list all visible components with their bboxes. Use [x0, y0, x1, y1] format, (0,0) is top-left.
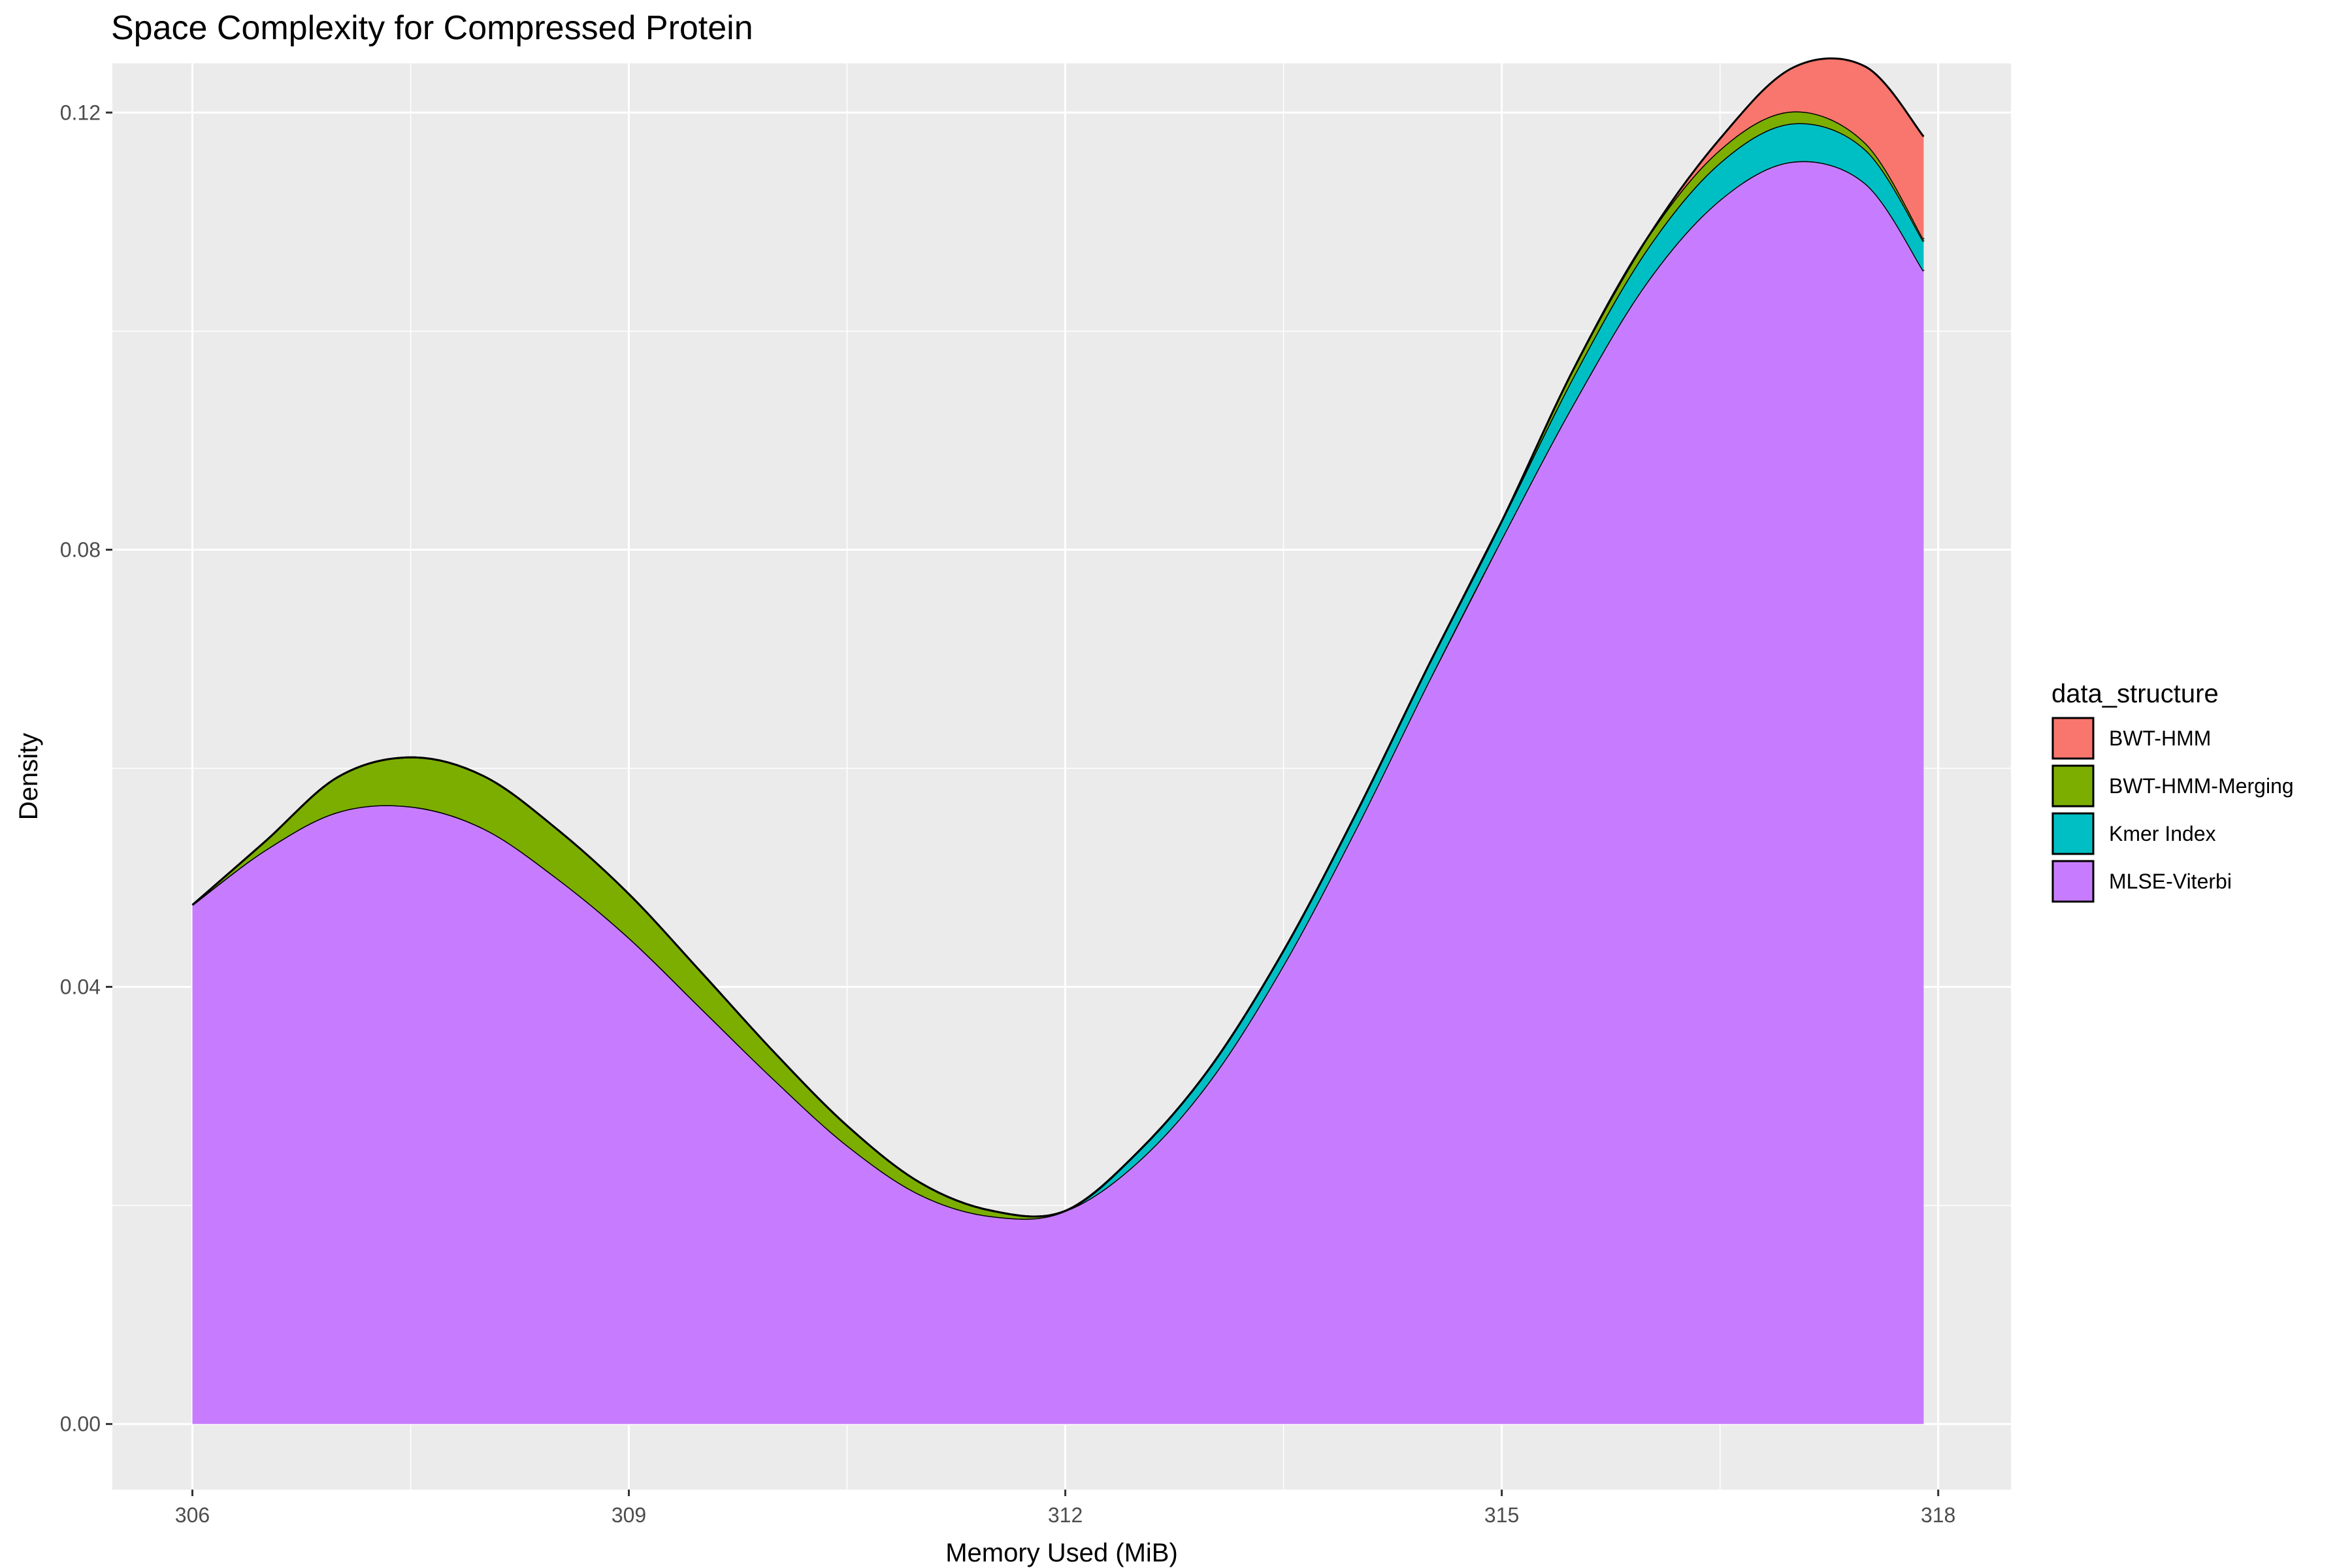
chart-title: Space Complexity for Compressed Protein [111, 9, 753, 47]
y-tick-label: 0.00 [60, 1413, 101, 1436]
x-tick-label: 315 [1484, 1503, 1519, 1527]
legend-title: data_structure [2051, 679, 2219, 708]
area-mlse-viterbi [192, 161, 1924, 1424]
legend-swatch-bwt-hmm-merging [2051, 764, 2095, 808]
y-tick-label: 0.04 [60, 975, 101, 999]
legend-label-kmer-index: Kmer Index [2109, 822, 2216, 845]
legend: data_structure BWT-HMM BWT-HMM-Merging Kme… [2051, 679, 2294, 903]
x-tick-label: 309 [612, 1503, 646, 1527]
x-tick-label: 306 [175, 1503, 210, 1527]
x-axis-title: Memory Used (MiB) [945, 1539, 1178, 1567]
legend-swatch-mlse-viterbi [2051, 860, 2095, 903]
legend-label-bwt-hmm: BWT-HMM [2109, 727, 2211, 750]
legend-label-mlse-viterbi: MLSE-Viterbi [2109, 870, 2232, 893]
x-tick-label: 318 [1921, 1503, 1955, 1527]
x-tick-label: 312 [1048, 1503, 1083, 1527]
legend-swatch-kmer-index [2051, 812, 2095, 855]
y-axis: 0.00 0.04 0.08 0.12 [60, 101, 112, 1436]
density-areas [191, 57, 1925, 1424]
y-axis-title: Density [14, 733, 43, 820]
y-tick-label: 0.12 [60, 101, 101, 124]
legend-label-bwt-hmm-merging: BWT-HMM-Merging [2109, 774, 2294, 798]
x-axis: 306 309 312 315 318 [175, 1490, 1955, 1527]
y-tick-label: 0.08 [60, 538, 101, 561]
outline-bwt-hmm [191, 57, 1925, 1218]
legend-swatch-bwt-hmm [2051, 717, 2095, 760]
